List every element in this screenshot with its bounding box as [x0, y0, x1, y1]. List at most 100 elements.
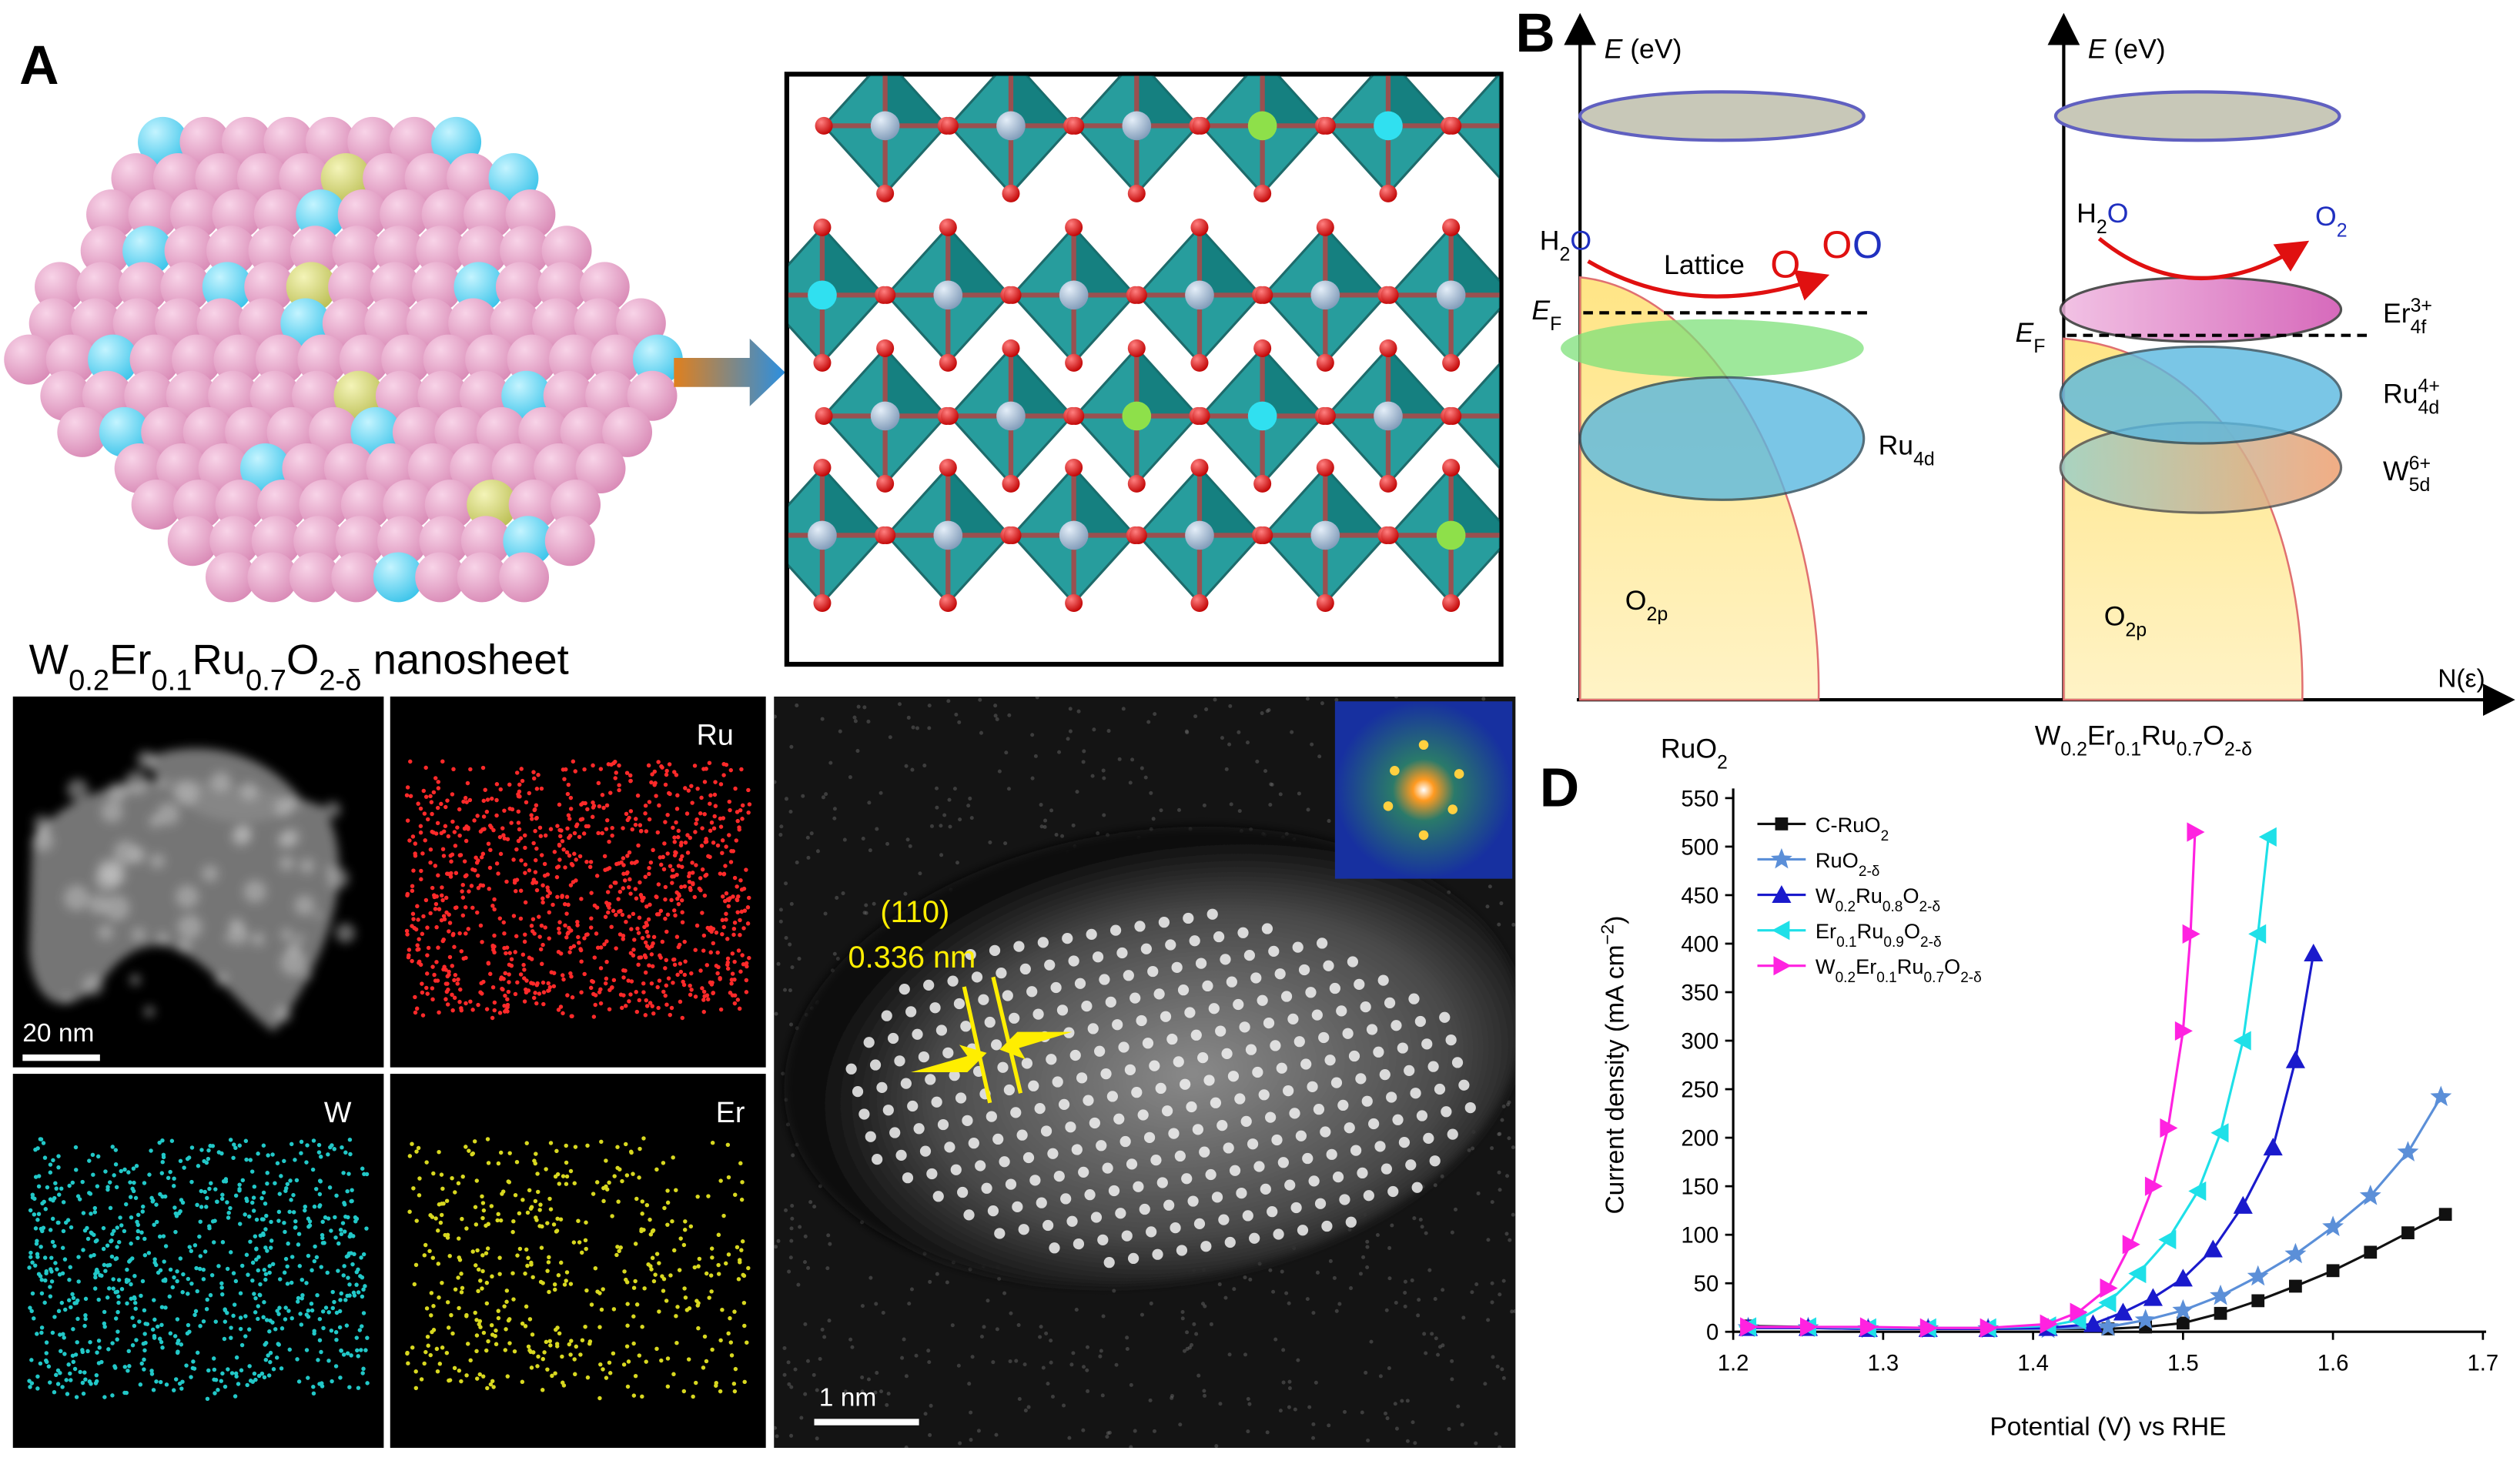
element-dot	[531, 877, 537, 882]
element-dot	[552, 1282, 557, 1287]
element-dot	[507, 1341, 512, 1345]
noise	[1043, 818, 1048, 823]
atom-column	[1161, 1105, 1173, 1117]
element-dot	[81, 1248, 85, 1252]
noise	[1427, 1268, 1432, 1272]
element-dot	[445, 798, 450, 803]
noise	[1265, 1430, 1270, 1435]
element-dot	[360, 1371, 365, 1375]
element-dot	[551, 1222, 557, 1227]
element-dot	[309, 1301, 314, 1306]
element-dot	[534, 1001, 539, 1006]
oxygen	[1065, 458, 1083, 476]
octahedron-face	[885, 75, 947, 126]
element-dot	[157, 1140, 162, 1145]
noise	[1062, 1403, 1066, 1408]
element-dot	[413, 1369, 418, 1374]
noise	[986, 1299, 990, 1303]
element-dot	[267, 1264, 272, 1268]
atom-column	[1032, 1008, 1044, 1020]
text-part: 0.2	[1836, 899, 1856, 915]
noise	[1117, 757, 1122, 761]
element-dot	[617, 1248, 621, 1254]
element-dot	[75, 1340, 79, 1345]
text-part: F	[1550, 313, 1561, 335]
element-dot	[688, 992, 693, 998]
element-dot	[633, 1373, 638, 1379]
element-dot	[42, 1255, 48, 1260]
atom-column	[1297, 1225, 1309, 1236]
noise	[1490, 1281, 1494, 1285]
element-dot	[520, 1321, 525, 1326]
noise	[1453, 1207, 1458, 1212]
element-dot	[118, 1215, 122, 1220]
element-dot	[433, 1216, 438, 1221]
oxygen	[1504, 526, 1521, 544]
element-dot	[175, 1269, 179, 1274]
element-dot	[566, 782, 571, 787]
element-dot	[674, 807, 680, 811]
element-dot	[441, 967, 446, 972]
element-dot	[337, 1325, 343, 1330]
atom-column	[1013, 941, 1025, 952]
noise	[1360, 1410, 1364, 1415]
element-dot	[285, 1182, 290, 1187]
atom-column	[1239, 1021, 1250, 1033]
atom-column	[1302, 1152, 1314, 1165]
element-dot	[546, 981, 551, 986]
element-dot	[266, 1353, 270, 1358]
element-dot	[35, 1218, 40, 1222]
element-dot	[570, 995, 575, 1000]
element-dot	[710, 1255, 715, 1260]
atom-column	[986, 1111, 997, 1122]
noise	[852, 715, 857, 720]
element-dot	[352, 1293, 357, 1298]
element-dot	[289, 1198, 293, 1202]
element-dot	[738, 1161, 743, 1165]
atom-column	[1029, 1175, 1041, 1186]
element-dot	[496, 871, 500, 876]
atom-column	[1221, 1048, 1233, 1060]
element-dot	[698, 811, 703, 816]
element-dot	[430, 964, 435, 969]
element-dot	[430, 1255, 436, 1260]
element-dot	[259, 1195, 264, 1201]
noise	[855, 749, 860, 754]
element-dot	[720, 1307, 725, 1312]
element-dot	[452, 944, 457, 949]
element-dot	[330, 1289, 335, 1295]
element-dot	[628, 891, 633, 896]
element-dot	[621, 1362, 627, 1367]
element-dot	[464, 1373, 469, 1378]
element-dot	[136, 1212, 141, 1218]
element-dot	[575, 923, 580, 928]
element-dot	[363, 1284, 367, 1289]
element-dot	[38, 1245, 43, 1249]
atom	[164, 226, 215, 276]
atom-column	[1165, 939, 1176, 951]
element-dot	[142, 1348, 147, 1353]
element-dot	[161, 1278, 166, 1283]
noise	[1149, 1301, 1153, 1305]
fft-inset	[1334, 701, 1513, 879]
element-dot	[492, 1008, 497, 1013]
element-dot	[169, 1138, 175, 1143]
element-dot	[598, 767, 604, 771]
atom-column	[1271, 1134, 1283, 1146]
y-tick-label: 350	[1681, 980, 1718, 1005]
noise	[861, 837, 865, 841]
element-dot	[233, 1193, 239, 1198]
element-dot	[566, 813, 571, 817]
element-dot	[501, 833, 506, 837]
noise	[909, 1287, 914, 1292]
noise	[988, 840, 992, 844]
element-dot	[633, 887, 638, 891]
element-dot	[694, 863, 698, 867]
element-dot	[621, 937, 626, 941]
noise	[879, 1389, 884, 1394]
atom-column	[1044, 959, 1056, 971]
element-dot	[642, 1286, 647, 1291]
element-dot	[80, 1179, 85, 1185]
metal	[870, 401, 900, 431]
noise	[1317, 754, 1322, 759]
